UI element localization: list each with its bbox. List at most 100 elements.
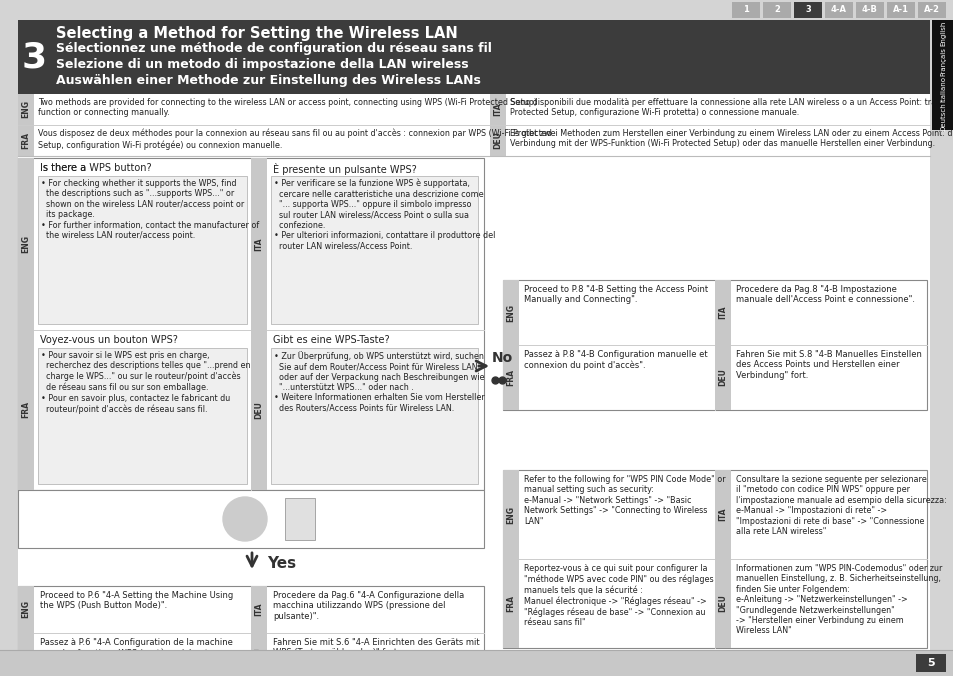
Text: DEU: DEU [718,368,727,387]
Bar [18,125,34,156]
Bar [18,490,483,548]
Bar [18,633,34,676]
Bar [714,559,730,648]
Text: Italiano: Italiano [939,76,945,102]
Text: Deutsch: Deutsch [939,102,945,130]
Text: Reportez-vous à ce qui suit pour configurer la
"méthode WPS avec code PIN" ou de: Reportez-vous à ce qui suit pour configu… [523,564,713,627]
Text: DEU: DEU [254,401,263,419]
Bar [917,2,945,18]
Bar [18,158,483,490]
Bar [251,586,267,633]
Bar [50,20,929,94]
Bar [915,654,945,672]
Text: Informationen zum "WPS PIN-Codemodus" oder zur
manuellen Einstellung, z. B. Sich: Informationen zum "WPS PIN-Codemodus" od… [735,564,942,635]
Text: ENG: ENG [22,235,30,253]
Text: FRA: FRA [22,648,30,665]
Text: ENG: ENG [506,304,515,322]
Text: FRA: FRA [22,132,30,149]
Text: FRA: FRA [506,369,515,386]
Text: 4-B: 4-B [862,5,877,14]
Text: Français: Français [939,47,945,76]
Bar [38,348,247,484]
Text: • For checking whether it supports the WPS, find
  the descriptions such as "...: • For checking whether it supports the W… [41,179,259,240]
Bar [18,586,483,676]
Text: DEU: DEU [718,595,727,612]
Bar [271,176,477,324]
Bar [502,470,518,559]
Circle shape [223,497,267,541]
Bar [490,125,505,156]
Bar [502,470,926,648]
Text: Gibt es eine WPS-Taste?: Gibt es eine WPS-Taste? [273,335,389,345]
Bar [824,2,852,18]
Bar [18,94,929,658]
Text: DEU: DEU [254,648,263,665]
Text: ITA: ITA [493,103,502,116]
Text: • Per verificare se la funzione WPS è supportata,
  cercare nelle caratteristich: • Per verificare se la funzione WPS è su… [274,179,495,251]
Bar [18,330,34,490]
Text: A-1: A-1 [892,5,908,14]
Text: Fahren Sie mit S.8 "4-B Manuelles Einstellen
des Access Points und Herstellen ei: Fahren Sie mit S.8 "4-B Manuelles Einste… [735,350,921,380]
Bar [793,2,821,18]
Bar [490,94,505,125]
Text: • Pour savoir si le WPS est pris en charge,
  recherchez des descriptions telles: • Pour savoir si le WPS est pris en char… [41,351,251,414]
Text: Is there a WPS button?: Is there a WPS button? [40,163,152,173]
Bar [251,330,267,490]
Bar [931,20,953,130]
Bar [271,348,477,484]
Bar [502,280,926,410]
Text: ITA: ITA [718,306,727,319]
Text: 3: 3 [21,40,47,74]
Bar [714,470,730,559]
Text: Es gibt zwei Methoden zum Herstellen einer Verbindung zu einem Wireless LAN oder: Es gibt zwei Methoden zum Herstellen ein… [510,129,953,149]
Text: No: No [492,351,513,365]
Text: ITA: ITA [254,237,263,251]
Text: ENG: ENG [22,101,30,118]
Text: Procedere da Pag.8 "4-B Impostazione
manuale dell'Access Point e connessione".: Procedere da Pag.8 "4-B Impostazione man… [735,285,914,304]
Text: Sono disponibili due modalità per effettuare la connessione alla rete LAN wirele: Sono disponibili due modalità per effett… [510,98,953,118]
Text: 4-A: 4-A [830,5,846,14]
Text: English: English [939,21,945,47]
Text: 5: 5 [926,658,934,668]
Text: Proceed to P.6 "4-A Setting the Machine Using
the WPS (Push Button Mode)".: Proceed to P.6 "4-A Setting the Machine … [40,591,233,610]
Bar [0,650,953,676]
Text: È presente un pulsante WPS?: È presente un pulsante WPS? [273,163,416,175]
Bar [762,2,790,18]
Text: Consultare la sezione seguente per selezionare
il "metodo con codice PIN WPS" op: Consultare la sezione seguente per selez… [735,475,945,536]
Bar [714,280,730,345]
Bar [251,158,267,330]
Text: ITA: ITA [254,603,263,617]
Text: Sélectionnez une méthode de configuration du réseau sans fil: Sélectionnez une méthode de configuratio… [56,42,492,55]
Bar [714,345,730,410]
Text: Yes: Yes [267,556,295,571]
Bar [285,498,314,540]
Text: Vous disposez de deux méthodes pour la connexion au réseau sans fil ou au point : Vous disposez de deux méthodes pour la c… [38,129,551,149]
Bar [18,20,50,94]
Text: Passez à P.6 "4-A Configuration de la machine
avec les fonctions WPS (système à : Passez à P.6 "4-A Configuration de la ma… [40,638,233,669]
Text: Procedere da Pag.6 "4-A Configurazione della
macchina utilizzando WPS (pressione: Procedere da Pag.6 "4-A Configurazione d… [273,591,464,621]
Text: Auswählen einer Methode zur Einstellung des Wireless LANs: Auswählen einer Methode zur Einstellung … [56,74,480,87]
Bar [18,158,34,330]
Bar [38,176,247,324]
Bar [886,2,914,18]
Bar [731,2,760,18]
Text: ENG: ENG [506,506,515,523]
Text: ITA: ITA [718,508,727,521]
Text: Is there a: Is there a [40,163,90,173]
Bar [502,559,518,648]
Text: Selezione di un metodo di impostazione della LAN wireless: Selezione di un metodo di impostazione d… [56,58,468,71]
Text: ENG: ENG [22,600,30,619]
Bar [502,345,518,410]
Text: Selecting a Method for Setting the Wireless LAN: Selecting a Method for Setting the Wirel… [56,26,457,41]
Text: FRA: FRA [506,595,515,612]
Bar [18,586,34,633]
Text: A-2: A-2 [923,5,939,14]
Text: Two methods are provided for connecting to the wireless LAN or access point, con: Two methods are provided for connecting … [38,98,537,118]
Text: • Zur Überprüfung, ob WPS unterstützt wird, suchen
  Sie auf dem Router/Access P: • Zur Überprüfung, ob WPS unterstützt wi… [274,351,484,413]
Text: Refer to the following for "WPS PIN Code Mode" or
manual setting such as securit: Refer to the following for "WPS PIN Code… [523,475,725,526]
Bar [251,633,267,676]
Text: DEU: DEU [493,132,502,149]
Text: Voyez-vous un bouton WPS?: Voyez-vous un bouton WPS? [40,335,177,345]
Bar [502,280,518,345]
Text: FRA: FRA [22,402,30,418]
